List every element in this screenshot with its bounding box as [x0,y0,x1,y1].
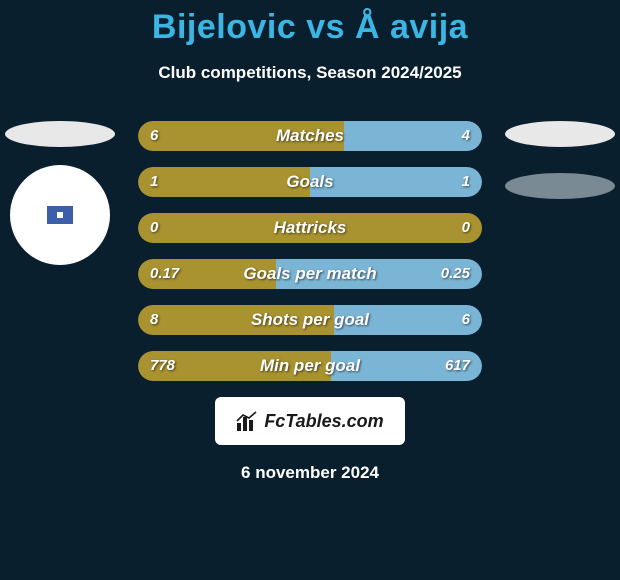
stat-bar: Hattricks0 0 [138,213,482,243]
bar-left-value: 6 [150,121,158,151]
right-ellipse-1 [505,121,615,147]
stat-bar: Min per goal778 617 [138,351,482,381]
stat-bar: Goals1 1 [138,167,482,197]
bar-left-value: 1 [150,167,158,197]
right-player-decor [500,121,620,199]
comparison-bars: Matches64Goals11Hattricks00Goals per mat… [138,121,482,381]
bar-chart-icon [236,411,258,431]
bar-label: Matches [138,121,482,151]
bar-label: Goals per match [138,259,482,289]
bar-label: Goals [138,167,482,197]
logo-text: FcTables.com [264,411,383,432]
fctables-logo[interactable]: FcTables.com [215,397,405,445]
stat-bar: Shots per goal8 6 [138,305,482,335]
bar-right-value: 0 [462,213,470,243]
bar-left-value: 0.17 [150,259,179,289]
bar-left-value: 8 [150,305,158,335]
bar-right-value: 617 [445,351,470,381]
left-player-decor [0,121,120,265]
bar-left-value: 0 [150,213,158,243]
comparison-title: Bijelovic vs Å avija [0,0,620,47]
bar-label: Hattricks [138,213,482,243]
bar-label: Shots per goal [138,305,482,335]
bar-right-value: 1 [462,167,470,197]
left-ellipse-1 [5,121,115,147]
comparison-subtitle: Club competitions, Season 2024/2025 [0,63,620,83]
bar-left-value: 778 [150,351,175,381]
bar-right-value: 0.25 [441,259,470,289]
left-player-badge [10,165,110,265]
flag-icon [45,204,75,226]
bar-right-value: 4 [462,121,470,151]
chart-area: Matches64Goals11Hattricks00Goals per mat… [0,121,620,483]
bar-label: Min per goal [138,351,482,381]
stat-bar: Goals per match0.17 0.25 [138,259,482,289]
stat-bar: Matches6 4 [138,121,482,151]
snapshot-date: 6 november 2024 [0,463,620,483]
right-ellipse-2 [505,173,615,199]
bar-right-value: 6 [462,305,470,335]
